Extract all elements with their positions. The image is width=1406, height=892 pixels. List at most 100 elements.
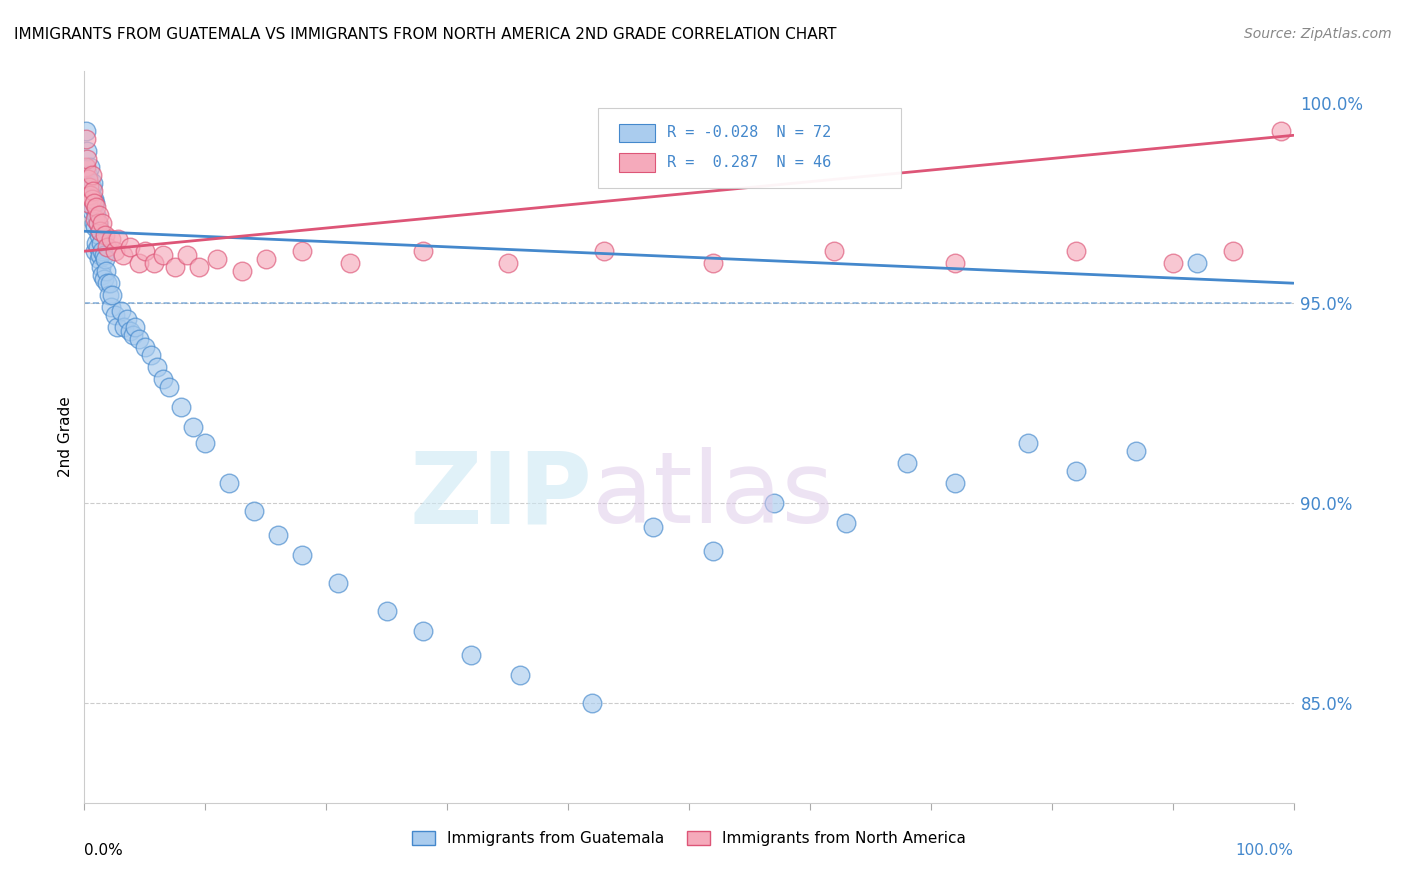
Point <box>1161 256 1184 270</box>
Point <box>943 256 966 270</box>
Point <box>86 240 108 254</box>
Point <box>104 308 127 322</box>
Point <box>83 192 105 206</box>
Point <box>896 456 918 470</box>
Point <box>105 320 128 334</box>
Point <box>943 476 966 491</box>
Point <box>1017 436 1039 450</box>
Point <box>80 180 103 194</box>
Point <box>375 604 398 618</box>
Point <box>84 220 107 235</box>
Point <box>94 264 117 278</box>
Point <box>112 248 135 262</box>
Point <box>460 648 482 662</box>
Point <box>93 272 115 286</box>
Point <box>267 528 290 542</box>
Point <box>218 476 240 491</box>
Point <box>76 153 98 167</box>
Legend: Immigrants from Guatemala, Immigrants from North America: Immigrants from Guatemala, Immigrants fr… <box>412 831 966 847</box>
Point <box>181 420 204 434</box>
Point <box>79 188 101 202</box>
Point <box>328 576 350 591</box>
Point <box>134 340 156 354</box>
Point <box>593 244 616 259</box>
Point <box>84 212 107 227</box>
Point <box>82 184 104 198</box>
Point <box>146 360 169 375</box>
Point <box>80 192 103 206</box>
Point <box>79 161 101 175</box>
Point <box>77 169 100 183</box>
Point <box>86 200 108 214</box>
Point <box>80 169 103 183</box>
Point <box>77 180 100 194</box>
Point <box>86 236 108 251</box>
Point <box>89 224 111 238</box>
Point <box>110 304 132 318</box>
Point <box>496 256 519 270</box>
Point <box>124 320 146 334</box>
Point <box>254 252 277 267</box>
Point <box>194 436 217 450</box>
Point <box>98 276 121 290</box>
Point <box>115 312 138 326</box>
Point <box>152 248 174 262</box>
Point <box>139 348 162 362</box>
Point <box>94 228 117 243</box>
Point <box>1222 244 1244 259</box>
Point <box>91 244 114 259</box>
Point <box>84 244 107 259</box>
Point <box>120 324 142 338</box>
Point <box>76 145 98 159</box>
Point <box>339 256 361 270</box>
Point <box>107 232 129 246</box>
Point <box>1185 256 1208 270</box>
Point <box>1125 444 1147 458</box>
Text: R = -0.028  N = 72: R = -0.028 N = 72 <box>668 125 831 140</box>
Point <box>86 216 108 230</box>
Point <box>96 240 118 254</box>
Point <box>100 300 122 314</box>
Point <box>101 288 124 302</box>
Point <box>176 248 198 262</box>
Text: IMMIGRANTS FROM GUATEMALA VS IMMIGRANTS FROM NORTH AMERICA 2ND GRADE CORRELATION: IMMIGRANTS FROM GUATEMALA VS IMMIGRANTS … <box>14 27 837 42</box>
Point <box>89 248 111 262</box>
Point <box>112 320 135 334</box>
Point <box>412 244 434 259</box>
Text: 0.0%: 0.0% <box>84 843 124 858</box>
Point <box>702 544 724 558</box>
Text: R =  0.287  N = 46: R = 0.287 N = 46 <box>668 154 831 169</box>
Point <box>128 256 150 270</box>
Point <box>823 244 845 259</box>
Point <box>86 208 108 222</box>
Y-axis label: 2nd Grade: 2nd Grade <box>58 397 73 477</box>
Point <box>134 244 156 259</box>
Point <box>87 228 110 243</box>
Point <box>157 380 180 394</box>
Point <box>84 196 107 211</box>
Point <box>702 256 724 270</box>
Point <box>77 184 100 198</box>
FancyBboxPatch shape <box>599 108 901 188</box>
Point <box>231 264 253 278</box>
Point <box>1270 124 1292 138</box>
Point <box>91 216 114 230</box>
Point <box>509 668 531 682</box>
Point <box>1064 464 1087 478</box>
Point <box>207 252 229 267</box>
Point <box>77 172 100 186</box>
Point <box>91 268 114 283</box>
Point <box>90 260 112 275</box>
Point <box>1064 244 1087 259</box>
Text: 100.0%: 100.0% <box>1236 843 1294 858</box>
Point <box>87 252 110 267</box>
Point <box>581 696 603 710</box>
Point <box>412 624 434 638</box>
Bar <box>619 153 655 171</box>
Point <box>188 260 211 275</box>
Point <box>87 208 110 222</box>
Point <box>100 232 122 246</box>
Text: ZIP: ZIP <box>409 447 592 544</box>
Point <box>120 240 142 254</box>
Point <box>89 224 111 238</box>
